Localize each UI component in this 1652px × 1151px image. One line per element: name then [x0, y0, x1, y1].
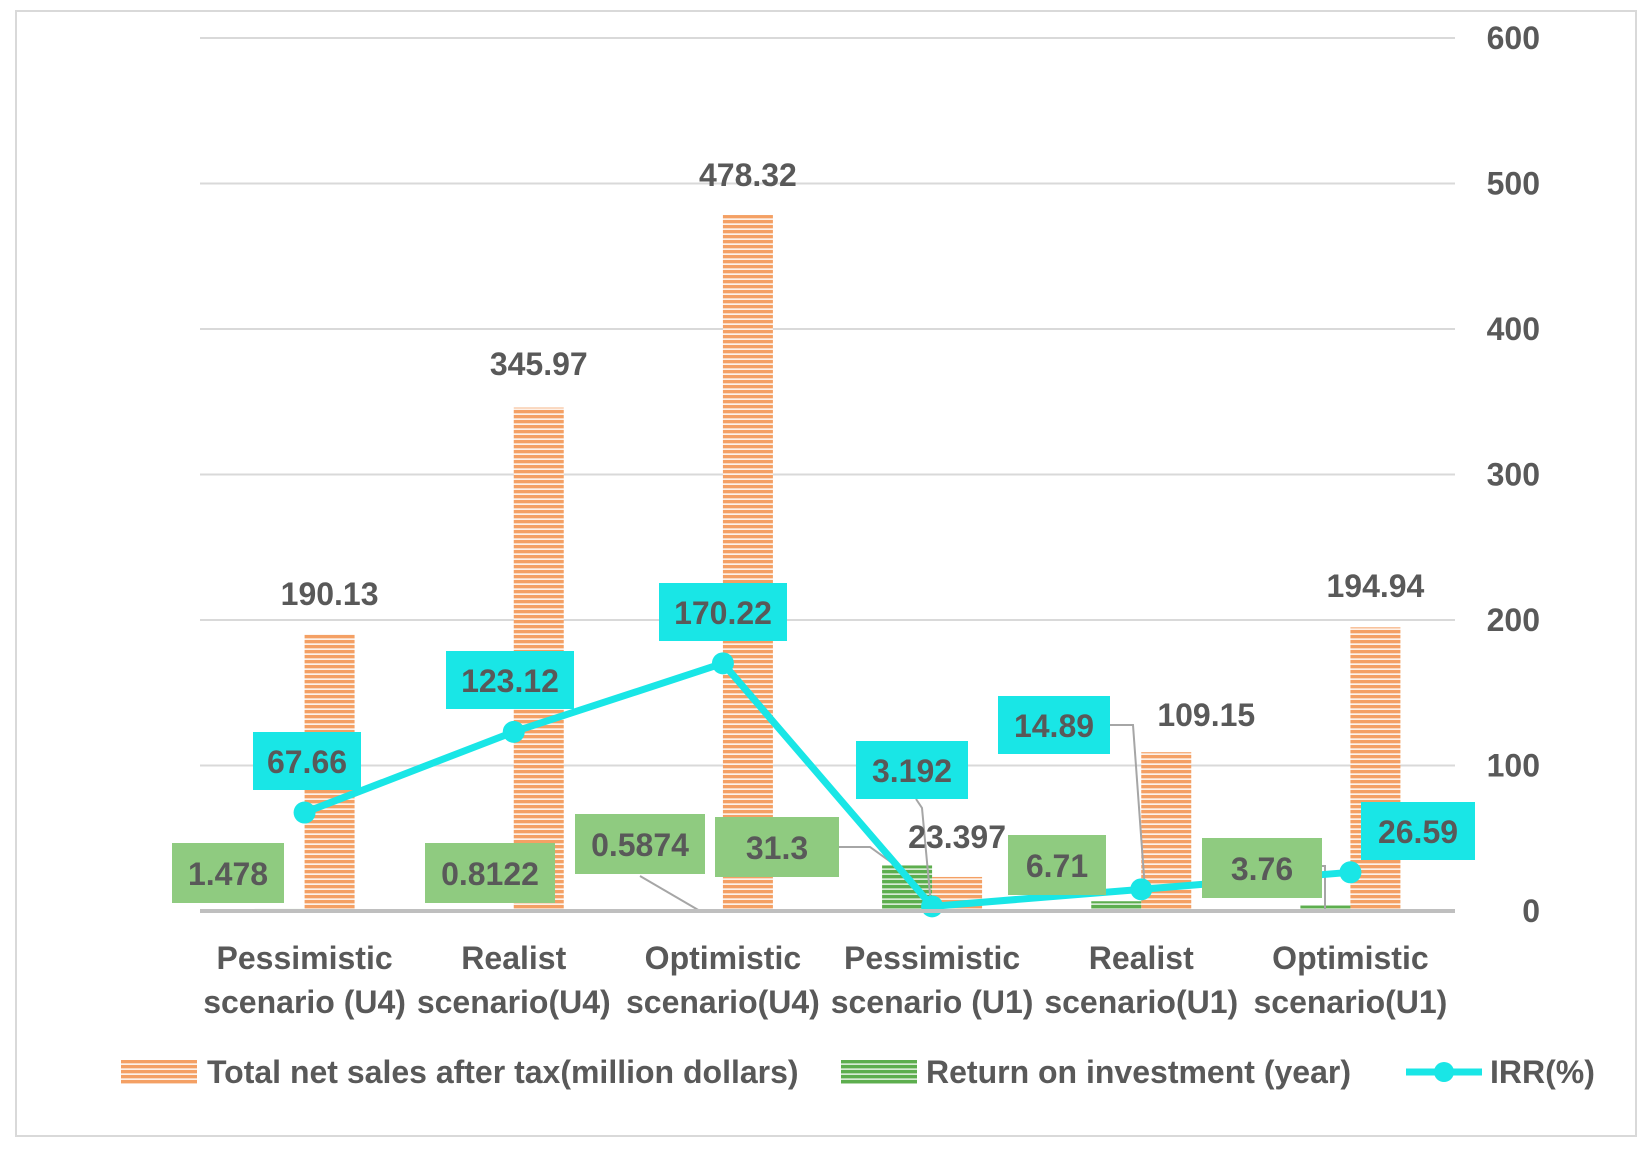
sales-bar	[1350, 627, 1401, 911]
x-category-label: Realist	[1089, 940, 1194, 976]
x-category-label: scenario(U4)	[626, 984, 820, 1020]
roi-bar	[1091, 901, 1142, 911]
irr-data-label: 67.66	[253, 732, 361, 790]
leader-line	[639, 875, 701, 912]
irr-data-label-box	[446, 651, 574, 709]
irr-marker	[502, 720, 525, 743]
irr-data-label-text: 3.192	[872, 753, 952, 789]
y-tick-label: 100	[1487, 748, 1540, 784]
roi-data-label-box	[425, 843, 555, 903]
legend-marker	[1434, 1062, 1454, 1082]
irr-data-label-box	[1361, 802, 1475, 860]
irr-marker	[711, 652, 734, 675]
roi-data-label-box	[715, 817, 839, 877]
roi-data-label-text: 31.3	[746, 830, 808, 866]
x-category-label: Pessimistic	[844, 940, 1020, 976]
roi-data-label: 0.8122	[425, 843, 555, 903]
legend-swatch	[841, 1060, 917, 1084]
irr-data-label: 3.192	[856, 741, 968, 799]
legend-label: Return on investment (year)	[926, 1054, 1351, 1090]
roi-data-label-box	[172, 843, 284, 903]
y-tick-label: 0	[1522, 893, 1540, 929]
sales-bar	[722, 215, 773, 911]
chart-frame	[15, 10, 1637, 1137]
leader-line	[1110, 724, 1146, 891]
x-category-label: Optimistic	[1272, 940, 1428, 976]
legend-swatch	[121, 1060, 197, 1084]
x-category-label: Optimistic	[645, 940, 801, 976]
roi-data-label: 0.5874	[575, 814, 705, 874]
irr-data-label-text: 67.66	[267, 744, 347, 780]
roi-data-label-text: 0.8122	[441, 856, 539, 892]
irr-data-label: 26.59	[1361, 802, 1475, 860]
roi-data-label-box	[575, 814, 705, 874]
roi-data-label: 31.3	[715, 817, 839, 877]
y-tick-label: 300	[1487, 457, 1540, 493]
legend-label: IRR(%)	[1490, 1054, 1595, 1090]
irr-data-label-text: 26.59	[1378, 814, 1458, 850]
x-category-label: scenario(U1)	[1044, 984, 1238, 1020]
roi-data-label-text: 1.478	[188, 856, 268, 892]
x-category-label: Pessimistic	[217, 940, 393, 976]
roi-data-label-text: 0.5874	[591, 827, 689, 863]
sales-data-label: 23.397	[908, 819, 1006, 855]
sales-data-label: 109.15	[1157, 697, 1255, 733]
legend-item: Return on investment (year)	[841, 1054, 1351, 1090]
legend-item: Total net sales after tax(million dollar…	[121, 1054, 799, 1090]
y-tick-label: 400	[1487, 311, 1540, 347]
roi-data-label: 6.71	[1008, 835, 1106, 895]
leader-line	[915, 798, 932, 906]
roi-data-label: 1.478	[172, 843, 284, 903]
sales-data-label: 194.94	[1326, 568, 1424, 604]
irr-data-label-box	[998, 696, 1110, 754]
irr-marker	[921, 895, 944, 918]
x-category-label: Realist	[461, 940, 566, 976]
y-tick-label: 600	[1487, 20, 1540, 56]
sales-data-label: 478.32	[699, 157, 797, 193]
irr-data-label-text: 14.89	[1014, 708, 1094, 744]
roi-data-label-box	[1202, 838, 1322, 898]
irr-data-label: 170.22	[659, 583, 787, 641]
irr-marker	[1339, 861, 1362, 884]
irr-data-label-box	[253, 732, 361, 790]
roi-data-label: 3.76	[1202, 838, 1322, 898]
irr-data-label: 14.89	[998, 696, 1110, 754]
irr-marker	[1130, 878, 1153, 901]
irr-data-label: 123.12	[446, 651, 574, 709]
x-category-label: scenario (U4)	[203, 984, 406, 1020]
roi-data-label-text: 6.71	[1026, 848, 1088, 884]
sales-data-label: 345.97	[490, 346, 588, 382]
irr-data-label-box	[659, 583, 787, 641]
legend-label: Total net sales after tax(million dollar…	[207, 1054, 799, 1090]
x-category-label: scenario(U1)	[1253, 984, 1447, 1020]
sales-data-label: 190.13	[281, 576, 379, 612]
irr-data-label-text: 123.12	[461, 663, 559, 699]
irr-data-label-box	[856, 741, 968, 799]
x-category-label: scenario(U4)	[417, 984, 611, 1020]
y-tick-label: 200	[1487, 602, 1540, 638]
x-category-label: scenario (U1)	[831, 984, 1034, 1020]
roi-data-label-text: 3.76	[1231, 851, 1293, 887]
irr-line	[301, 659, 1354, 910]
roi-data-label-box	[1008, 835, 1106, 895]
irr-marker	[293, 801, 316, 824]
irr-data-label-text: 170.22	[674, 595, 772, 631]
y-tick-label: 500	[1487, 166, 1540, 202]
legend-item: IRR(%)	[1406, 1054, 1595, 1090]
